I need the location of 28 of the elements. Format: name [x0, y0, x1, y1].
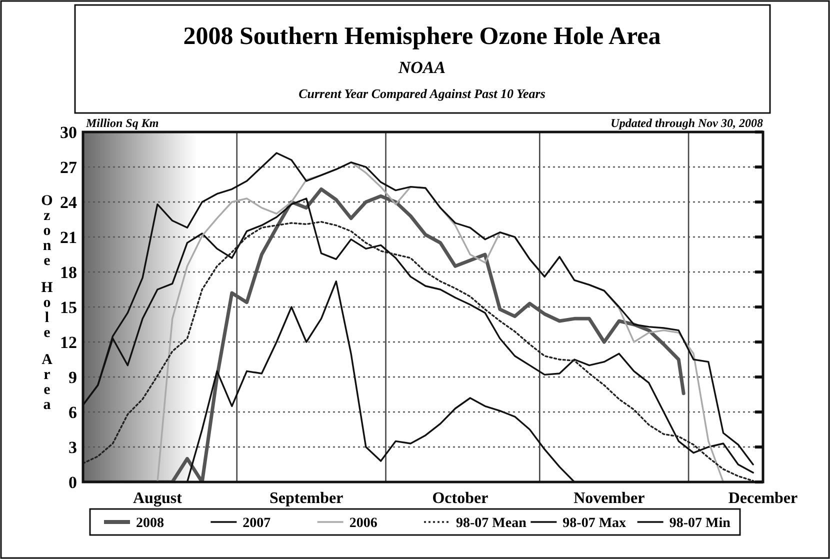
text: Updated through Nov 30, 2008 — [610, 116, 763, 130]
y-tick-label: 30 — [60, 123, 77, 142]
y-tick-label: 15 — [60, 298, 77, 317]
y-tick-label: 0 — [68, 473, 77, 492]
x-tick-label: October — [432, 490, 488, 507]
y-tick-label: 9 — [68, 368, 77, 387]
chart-subtitle: NOAA — [397, 58, 446, 77]
x-tick-label: November — [574, 490, 645, 507]
text: Ozone Hole Area — [41, 193, 53, 413]
text: Million Sq Km — [85, 116, 159, 130]
x-tick-label: September — [269, 490, 344, 507]
legend-label: 98-07 Min — [669, 516, 731, 531]
legend-label: 98-07 Mean — [456, 516, 527, 531]
y-tick-label: 6 — [68, 403, 77, 422]
text: Current Year Compared Against Past 10 Years — [298, 86, 546, 101]
y-tick-label: 3 — [68, 438, 77, 457]
legend-label: 2007 — [242, 516, 271, 531]
chart-title: 2008 Southern Hemisphere Ozone Hole Area — [183, 23, 662, 50]
y-tick-label: 18 — [60, 263, 77, 282]
legend-label: 98-07 Max — [562, 516, 626, 531]
x-tick-label: December — [728, 490, 798, 507]
y-tick-label: 27 — [60, 158, 78, 177]
y-tick-label: 21 — [60, 228, 77, 247]
x-tick-label: August — [133, 490, 183, 507]
legend-label: 2008 — [136, 516, 164, 531]
y-tick-label: 12 — [60, 333, 77, 352]
legend-label: 2006 — [349, 516, 378, 531]
y-tick-label: 24 — [60, 193, 78, 212]
